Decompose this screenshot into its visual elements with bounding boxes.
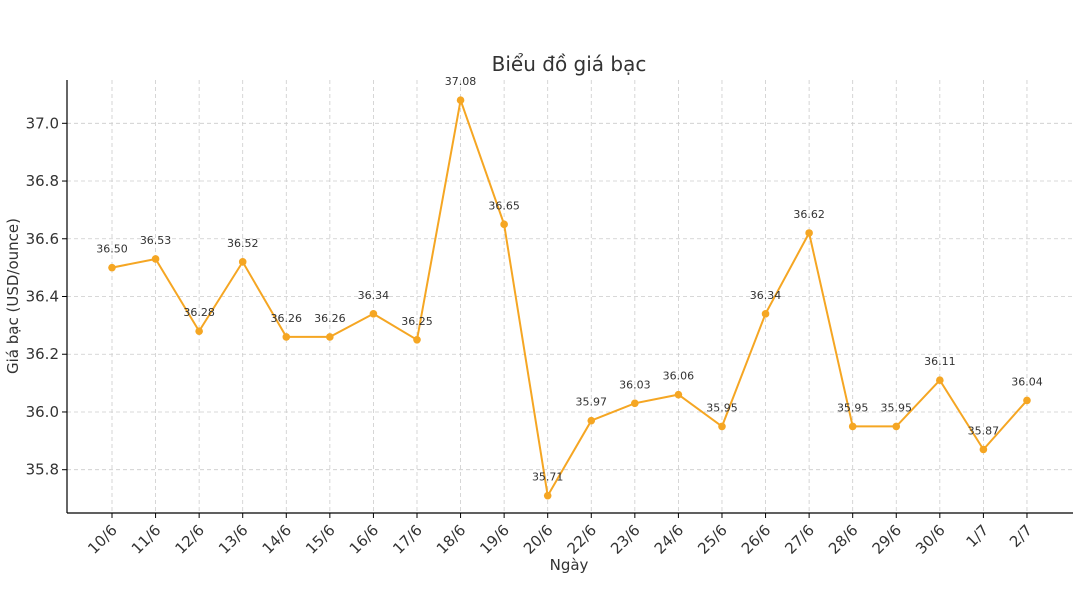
- data-point: [718, 422, 726, 431]
- x-tick-label: 18/6: [433, 521, 470, 558]
- data-label: 36.50: [96, 243, 128, 256]
- axes-layer: [62, 80, 1073, 518]
- data-label: 36.52: [227, 237, 259, 250]
- price-series-line: [111, 96, 1028, 499]
- data-point: [500, 220, 508, 229]
- data-point: [674, 390, 683, 399]
- data-label: 36.25: [401, 315, 433, 328]
- data-point: [979, 445, 988, 454]
- data-point: [761, 310, 770, 318]
- data-label: 36.11: [924, 355, 956, 368]
- y-tick-label: 36.4: [26, 288, 59, 306]
- x-tick-label: 23/6: [607, 521, 644, 558]
- x-tick-label: 12/6: [171, 521, 208, 558]
- chart-title: Biểu đồ giá bạc: [492, 52, 647, 76]
- data-label: 36.53: [140, 234, 172, 247]
- data-label: 36.26: [271, 312, 303, 325]
- data-label: 36.34: [750, 289, 782, 302]
- data-point: [805, 229, 813, 237]
- data-point: [892, 422, 901, 431]
- x-tick-label: 30/6: [912, 521, 949, 558]
- grid-layer: [67, 80, 1073, 513]
- x-tick-label: 22/6: [564, 521, 601, 558]
- y-tick-label: 36.6: [26, 230, 59, 248]
- y-axis-label: Giá bạc (USD/ounce): [4, 218, 22, 374]
- y-tick-label: 37.0: [26, 114, 59, 132]
- data-label: 36.65: [488, 199, 520, 212]
- data-point: [195, 327, 203, 335]
- data-label: 36.03: [619, 378, 651, 391]
- data-label: 35.95: [881, 401, 913, 414]
- x-tick-label: 17/6: [389, 521, 426, 558]
- y-tick-label: 35.8: [26, 461, 59, 479]
- data-point: [326, 333, 334, 341]
- x-tick-label: 25/6: [694, 521, 731, 558]
- data-label: 36.06: [663, 370, 695, 383]
- y-tick-label: 36.0: [26, 403, 59, 421]
- y-tick-label: 36.8: [26, 172, 59, 190]
- data-label: 35.97: [576, 396, 608, 409]
- x-tick-label: 28/6: [825, 521, 862, 558]
- data-label: 35.95: [837, 401, 869, 414]
- x-tick-label: 29/6: [869, 521, 906, 558]
- x-tick-label: 20/6: [520, 521, 557, 558]
- x-tick-label: 27/6: [781, 521, 818, 558]
- y-tick-label: 36.2: [26, 345, 59, 363]
- data-point: [543, 491, 552, 500]
- data-label: 36.04: [1011, 375, 1043, 388]
- x-tick-label: 19/6: [476, 521, 513, 558]
- x-tick-label: 26/6: [738, 521, 775, 558]
- data-point: [936, 376, 944, 385]
- data-label: 37.08: [445, 75, 477, 88]
- x-tick-label: 2/7: [1006, 521, 1036, 551]
- x-tick-label: 15/6: [302, 521, 339, 558]
- data-point: [282, 333, 291, 341]
- data-label: 35.71: [532, 471, 564, 484]
- x-tick-label: 13/6: [215, 521, 252, 558]
- data-point: [108, 263, 116, 272]
- x-tick-label: 11/6: [128, 521, 165, 558]
- data-point: [456, 96, 465, 105]
- data-point: [631, 399, 639, 408]
- data-label: 35.87: [968, 424, 1000, 437]
- data-label: 36.28: [183, 306, 215, 319]
- data-label: 36.34: [358, 289, 390, 302]
- data-label: 36.26: [314, 312, 346, 325]
- x-tick-label: 24/6: [651, 521, 688, 558]
- y-tick-layer: 35.8 36.0 36.2 36.4 36.6 36.8 37.0: [26, 114, 59, 478]
- data-point: [1023, 396, 1031, 405]
- data-point: [238, 258, 247, 266]
- x-tick-label: 1/7: [962, 521, 992, 551]
- data-point: [413, 336, 421, 344]
- data-point: [587, 416, 596, 425]
- data-label: 36.62: [793, 208, 825, 221]
- data-point: [151, 255, 160, 263]
- data-point: [848, 422, 857, 431]
- x-tick-label: 16/6: [346, 521, 383, 558]
- data-point: [369, 310, 378, 318]
- x-tick-label: 14/6: [259, 521, 296, 558]
- data-label: 35.95: [706, 401, 738, 414]
- x-tick-label: 10/6: [84, 521, 121, 558]
- series-layer: 36.50 36.53 36.28 36.52 36.26 36.26 36.34 36.25…: [96, 75, 1043, 500]
- x-axis-label: Ngày: [550, 556, 589, 574]
- x-tick-layer: 10/6 11/6 12/6 13/6 14/6 15/6 16/6 17/6 18/6 19/6…: [84, 521, 1036, 558]
